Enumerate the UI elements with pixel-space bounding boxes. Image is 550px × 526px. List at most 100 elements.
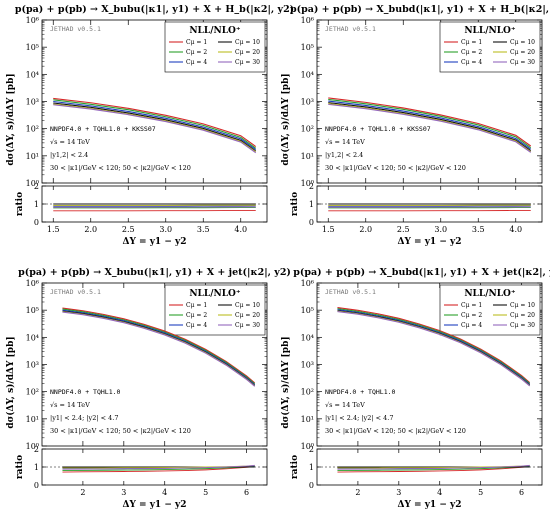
legend-title: NLL/NLO⁺ <box>189 289 241 299</box>
ratio-y-tick-label: 2 <box>309 445 314 454</box>
annotation-line: NNPDF4.0 + TQHL1.0 + KKSS07 <box>325 125 431 133</box>
y-axis-label: dσ(ΔY, s)/dΔY [pb] <box>5 73 16 165</box>
ratio-axis-label: ratio <box>15 192 25 216</box>
y-tick-label: 10⁰ <box>301 179 314 188</box>
version-label: JETHAD v0.5.1 <box>50 25 101 33</box>
series-line-5 <box>328 103 532 153</box>
ratio-y-tick-label: 0 <box>34 481 39 490</box>
y-tick-label: 10² <box>301 388 314 397</box>
y-tick-label: 10⁰ <box>26 442 39 451</box>
x-tick-label: 1.5 <box>322 225 335 234</box>
y-axis-label: dσ(ΔY, s)/dΔY [pb] <box>5 336 16 428</box>
version-label: JETHAD v0.5.1 <box>50 288 101 296</box>
ratio-axis-label: ratio <box>15 455 25 479</box>
y-tick-label: 10¹ <box>26 415 39 424</box>
ratio-line-2 <box>337 465 530 472</box>
x-tick-label: 4 <box>437 488 442 497</box>
legend-entry: Cμ = 2 <box>186 312 207 319</box>
ratio-line-6 <box>62 464 255 470</box>
legend-entry: Cμ = 4 <box>186 322 207 329</box>
y-tick-label: 10¹ <box>26 152 39 161</box>
x-tick-label: 4.0 <box>234 225 247 234</box>
legend-box <box>164 284 266 336</box>
annotation-line: |y1,2| < 2.4 <box>325 151 363 159</box>
x-axis-label: ΔY = y1 − y2 <box>122 500 186 510</box>
ratio-line-1 <box>62 466 255 473</box>
legend-title: NLL/NLO⁺ <box>464 289 516 299</box>
x-tick-label: 3.0 <box>434 225 447 234</box>
series-line-4 <box>328 102 532 152</box>
y-tick-label: 10⁵ <box>301 306 314 315</box>
y-tick-label: 10⁵ <box>301 43 314 52</box>
ratio-y-tick-label: 0 <box>34 218 39 227</box>
series-line-6 <box>328 103 532 153</box>
version-label: JETHAD v0.5.1 <box>325 288 376 296</box>
version-label: JETHAD v0.5.1 <box>325 25 376 33</box>
legend-entry: Cμ = 20 <box>235 49 260 56</box>
annotation-line: 30 < |κ1|/GeV < 120; 50 < |κ2|/GeV < 120 <box>50 164 191 172</box>
series-line-1 <box>62 307 256 384</box>
x-tick-label: 5 <box>478 488 483 497</box>
ratio-y-tick-label: 0 <box>309 218 314 227</box>
series-line-2 <box>328 98 532 149</box>
legend-title: NLL/NLO⁺ <box>189 26 241 36</box>
x-tick-label: 3 <box>121 488 126 497</box>
x-tick-label: 2 <box>355 488 360 497</box>
annotation-line: |y1| < 2.4; |y2| < 4.7 <box>50 414 118 422</box>
y-tick-label: 10² <box>26 125 39 134</box>
series-line-6 <box>62 311 256 387</box>
legend-entry: Cμ = 4 <box>461 59 482 66</box>
legend-box <box>439 284 541 336</box>
y-tick-label: 10¹ <box>301 415 314 424</box>
ratio-line-2 <box>62 465 255 472</box>
series-line-3 <box>328 100 532 150</box>
annotation-line: 30 < |κ1|/GeV < 120; 50 < |κ2|/GeV < 120 <box>325 427 466 435</box>
y-tick-label: 10¹ <box>301 152 314 161</box>
series-line-6 <box>337 310 531 387</box>
series-line-1 <box>337 306 531 384</box>
y-tick-label: 10⁴ <box>26 333 39 342</box>
ratio-line-6 <box>337 464 530 470</box>
series-line-5 <box>53 103 257 153</box>
legend-entry: Cμ = 30 <box>510 322 535 329</box>
series-line-2 <box>337 308 531 384</box>
annotation-line: √s = 14 TeV <box>50 401 90 409</box>
chart-panel-2: p(pa) + p(pb) → X_bubd(|κ1|, y1) + X + H… <box>280 4 550 247</box>
plot-title: p(pa) + p(pb) → X_bubu(|κ1|, y1) + X + j… <box>18 267 291 278</box>
x-tick-label: 5 <box>203 488 208 497</box>
series-line-1 <box>53 97 257 147</box>
x-tick-label: 2.5 <box>122 225 135 234</box>
plot-title: p(pa) + p(pb) → X_bubu(|κ1|, y1) + X + H… <box>15 4 294 15</box>
y-axis-label: dσ(ΔY, s)/dΔY [pb] <box>280 336 291 428</box>
legend-entry: Cμ = 20 <box>235 312 260 319</box>
chart-panel-1: p(pa) + p(pb) → X_bubu(|κ1|, y1) + X + H… <box>5 4 294 247</box>
y-tick-label: 10⁶ <box>301 16 314 25</box>
series-line-3 <box>53 100 257 151</box>
legend-entry: Cμ = 1 <box>186 39 207 46</box>
x-tick-label: 2.0 <box>359 225 372 234</box>
legend-entry: Cμ = 10 <box>235 302 260 309</box>
annotation-line: |y1| < 2.4; |y2| < 4.7 <box>325 414 393 422</box>
legend-entry: Cμ = 2 <box>461 49 482 56</box>
x-tick-label: 3.5 <box>472 225 485 234</box>
legend-entry: Cμ = 20 <box>510 312 535 319</box>
series-line-4 <box>53 102 257 152</box>
y-tick-label: 10² <box>301 125 314 134</box>
x-tick-label: 6 <box>519 488 524 497</box>
x-axis-label: ΔY = y1 − y2 <box>122 237 186 247</box>
x-tick-label: 2 <box>80 488 85 497</box>
series-line-3 <box>337 309 531 385</box>
legend-entry: Cμ = 1 <box>186 302 207 309</box>
y-tick-label: 10⁴ <box>26 70 39 79</box>
annotation-line: NNPDF4.0 + TQHL1.0 <box>50 388 121 396</box>
legend-entry: Cμ = 30 <box>235 322 260 329</box>
annotation-line: 30 < |κ1|/GeV < 120; 50 < |κ2|/GeV < 120 <box>50 427 191 435</box>
ratio-y-tick-label: 1 <box>34 200 39 209</box>
annotation-line: |y1,2| < 2.4 <box>50 151 88 159</box>
x-axis-label: ΔY = y1 − y2 <box>397 237 461 247</box>
ratio-line-1 <box>337 466 530 473</box>
annotation-line: √s = 14 TeV <box>50 138 90 146</box>
plot-title: p(pa) + p(pb) → X_bubd(|κ1|, y1) + X + j… <box>293 267 550 278</box>
legend-entry: Cμ = 2 <box>186 49 207 56</box>
